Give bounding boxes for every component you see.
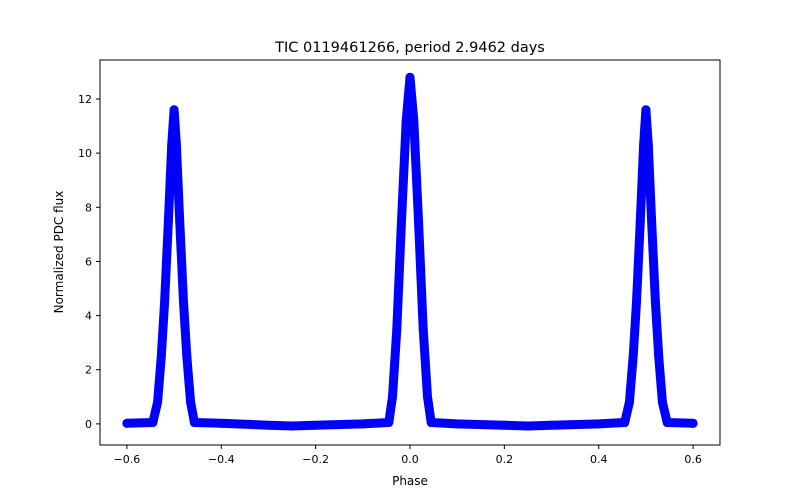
data-point	[635, 216, 645, 226]
y-tick-label: 6	[85, 255, 92, 268]
data-point	[654, 351, 664, 361]
data-point	[392, 324, 402, 334]
x-axis: −0.6 −0.4 −0.2 0.0 0.2 0.4 0.6	[114, 445, 702, 466]
data-point	[594, 419, 604, 429]
chart-title: TIC 0119461266, period 2.9462 days	[274, 40, 545, 56]
y-tick-label: 10	[78, 147, 92, 160]
y-tick-label: 8	[85, 201, 92, 214]
data-point	[397, 216, 407, 226]
data-point	[641, 105, 651, 115]
data-point	[156, 351, 166, 361]
data-point	[688, 418, 698, 428]
data-point	[409, 116, 419, 126]
x-tick-label: 0.4	[590, 453, 608, 466]
y-tick-label: 4	[85, 310, 92, 323]
data-point	[643, 140, 653, 150]
data-point	[122, 418, 132, 428]
data-point	[388, 392, 398, 402]
data-point	[186, 397, 196, 407]
x-tick-label: −0.4	[208, 453, 235, 466]
data-point	[662, 418, 672, 428]
data-point	[148, 418, 158, 428]
data-point	[418, 324, 428, 334]
x-tick-label: −0.6	[114, 453, 141, 466]
data-point	[163, 216, 173, 226]
data-point	[523, 421, 533, 431]
data-point	[160, 297, 170, 307]
data-point	[153, 397, 163, 407]
x-tick-label: 0.6	[684, 453, 702, 466]
data-point	[171, 140, 181, 150]
data-point	[413, 216, 423, 226]
x-tick-label: −0.2	[302, 453, 329, 466]
data-point	[358, 419, 368, 429]
data-point	[422, 392, 432, 402]
data-point	[179, 297, 189, 307]
data-point	[169, 105, 179, 115]
y-axis: 0 2 4 6 8 10 12	[78, 93, 100, 431]
data-point	[628, 351, 638, 361]
data-point	[263, 420, 273, 430]
data-point	[189, 418, 199, 428]
data-point	[311, 420, 321, 430]
y-tick-label: 12	[78, 93, 92, 106]
data-point	[624, 397, 634, 407]
data-point	[647, 216, 657, 226]
series-layer	[122, 72, 698, 431]
x-tick-label: 0.0	[401, 453, 419, 466]
data-point	[287, 421, 297, 431]
data-point	[631, 297, 641, 307]
data-point	[499, 420, 509, 430]
data-point	[401, 116, 411, 126]
data-point	[650, 297, 660, 307]
x-tick-label: 0.2	[496, 453, 514, 466]
data-point	[182, 351, 192, 361]
x-axis-label: Phase	[392, 474, 428, 488]
data-point	[384, 418, 394, 428]
y-axis-label: Normalized PDC flux	[52, 191, 66, 314]
data-point	[426, 418, 436, 428]
data-point	[620, 418, 630, 428]
data-point	[547, 420, 557, 430]
y-tick-label: 0	[85, 418, 92, 431]
data-point	[452, 419, 462, 429]
series-line-flux	[122, 72, 698, 431]
y-tick-label: 2	[85, 364, 92, 377]
data-point	[405, 72, 415, 82]
data-point	[175, 216, 185, 226]
data-point	[216, 418, 226, 428]
data-point	[657, 397, 667, 407]
